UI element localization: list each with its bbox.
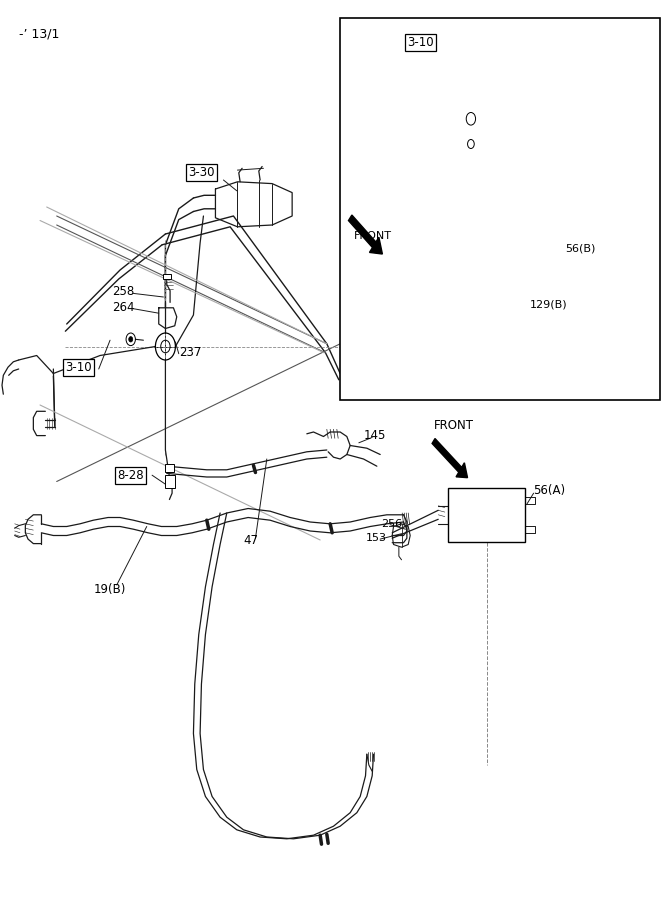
Text: 153: 153 [366,533,386,544]
Text: 256: 256 [382,518,403,529]
Text: FRONT: FRONT [354,230,392,241]
Bar [163,274,171,279]
Text: 258: 258 [112,285,134,298]
FancyArrow shape [432,438,468,478]
Text: 237: 237 [179,346,201,359]
Bar [165,464,174,472]
Text: 8-28: 8-28 [117,469,143,482]
Text: 3-10: 3-10 [407,36,434,49]
Text: 129(B): 129(B) [530,299,568,310]
Circle shape [129,337,133,342]
Text: 145: 145 [364,429,386,442]
Text: FRONT: FRONT [434,419,474,432]
Text: 3-10: 3-10 [65,361,92,374]
Bar [165,475,175,488]
Text: 264: 264 [112,302,135,314]
Bar [448,488,525,542]
Text: 19(B): 19(B) [93,583,126,596]
Text: 47: 47 [243,534,258,546]
Bar [340,18,660,400]
Text: 56(B): 56(B) [566,243,596,254]
FancyArrow shape [348,215,382,254]
Text: -’ 13/1: -’ 13/1 [19,28,59,40]
Text: 56(A): 56(A) [534,484,566,497]
Text: 3-30: 3-30 [188,166,215,179]
